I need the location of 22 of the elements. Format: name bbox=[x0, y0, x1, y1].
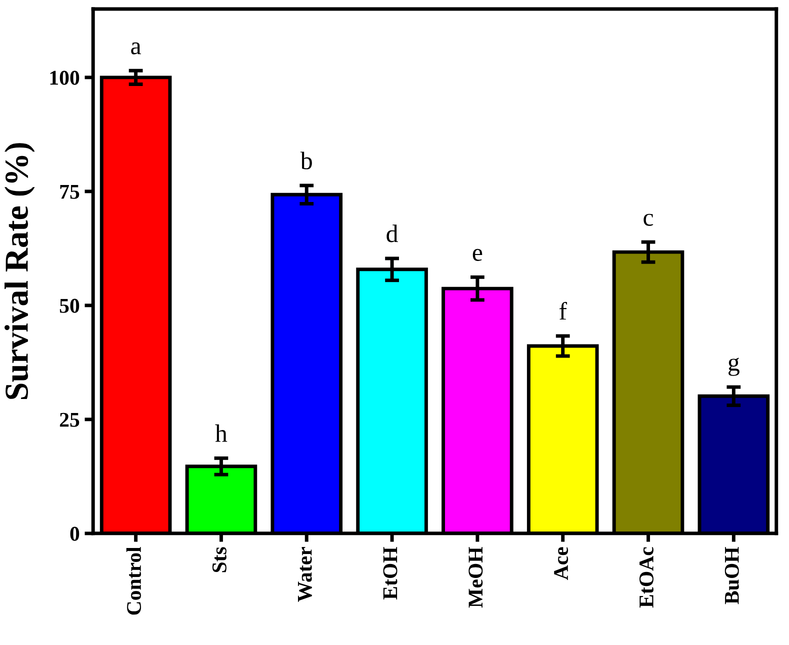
annotation: g bbox=[728, 358, 740, 376]
x-tick-label: Ace bbox=[554, 547, 568, 580]
x-tick-label: Sts bbox=[212, 547, 226, 572]
annotation: e bbox=[472, 248, 482, 261]
x-tick-label: Control bbox=[126, 546, 142, 615]
x-tick-label: MeOH bbox=[468, 546, 483, 608]
x-tick-label: BuOH bbox=[724, 546, 739, 604]
annotation: b bbox=[300, 152, 312, 170]
annotation: a bbox=[131, 42, 142, 54]
x-tick-label: Water bbox=[298, 547, 312, 602]
annotation: c bbox=[644, 214, 654, 226]
annotation: h bbox=[215, 424, 228, 442]
y-tick-label: 100 bbox=[50, 70, 80, 85]
annotation: f bbox=[559, 302, 568, 320]
x-tick-label: EtOAc bbox=[639, 547, 654, 608]
y-tick-label: 0 bbox=[70, 526, 80, 541]
y-axis-title: Survival Rate (%) bbox=[4, 143, 35, 400]
y-tick-label: 50 bbox=[60, 298, 80, 313]
y-tick-label: 25 bbox=[60, 412, 80, 427]
x-tick-label: EtOH bbox=[383, 546, 398, 600]
y-tick-label: 75 bbox=[60, 185, 80, 199]
annotation: d bbox=[386, 224, 398, 242]
